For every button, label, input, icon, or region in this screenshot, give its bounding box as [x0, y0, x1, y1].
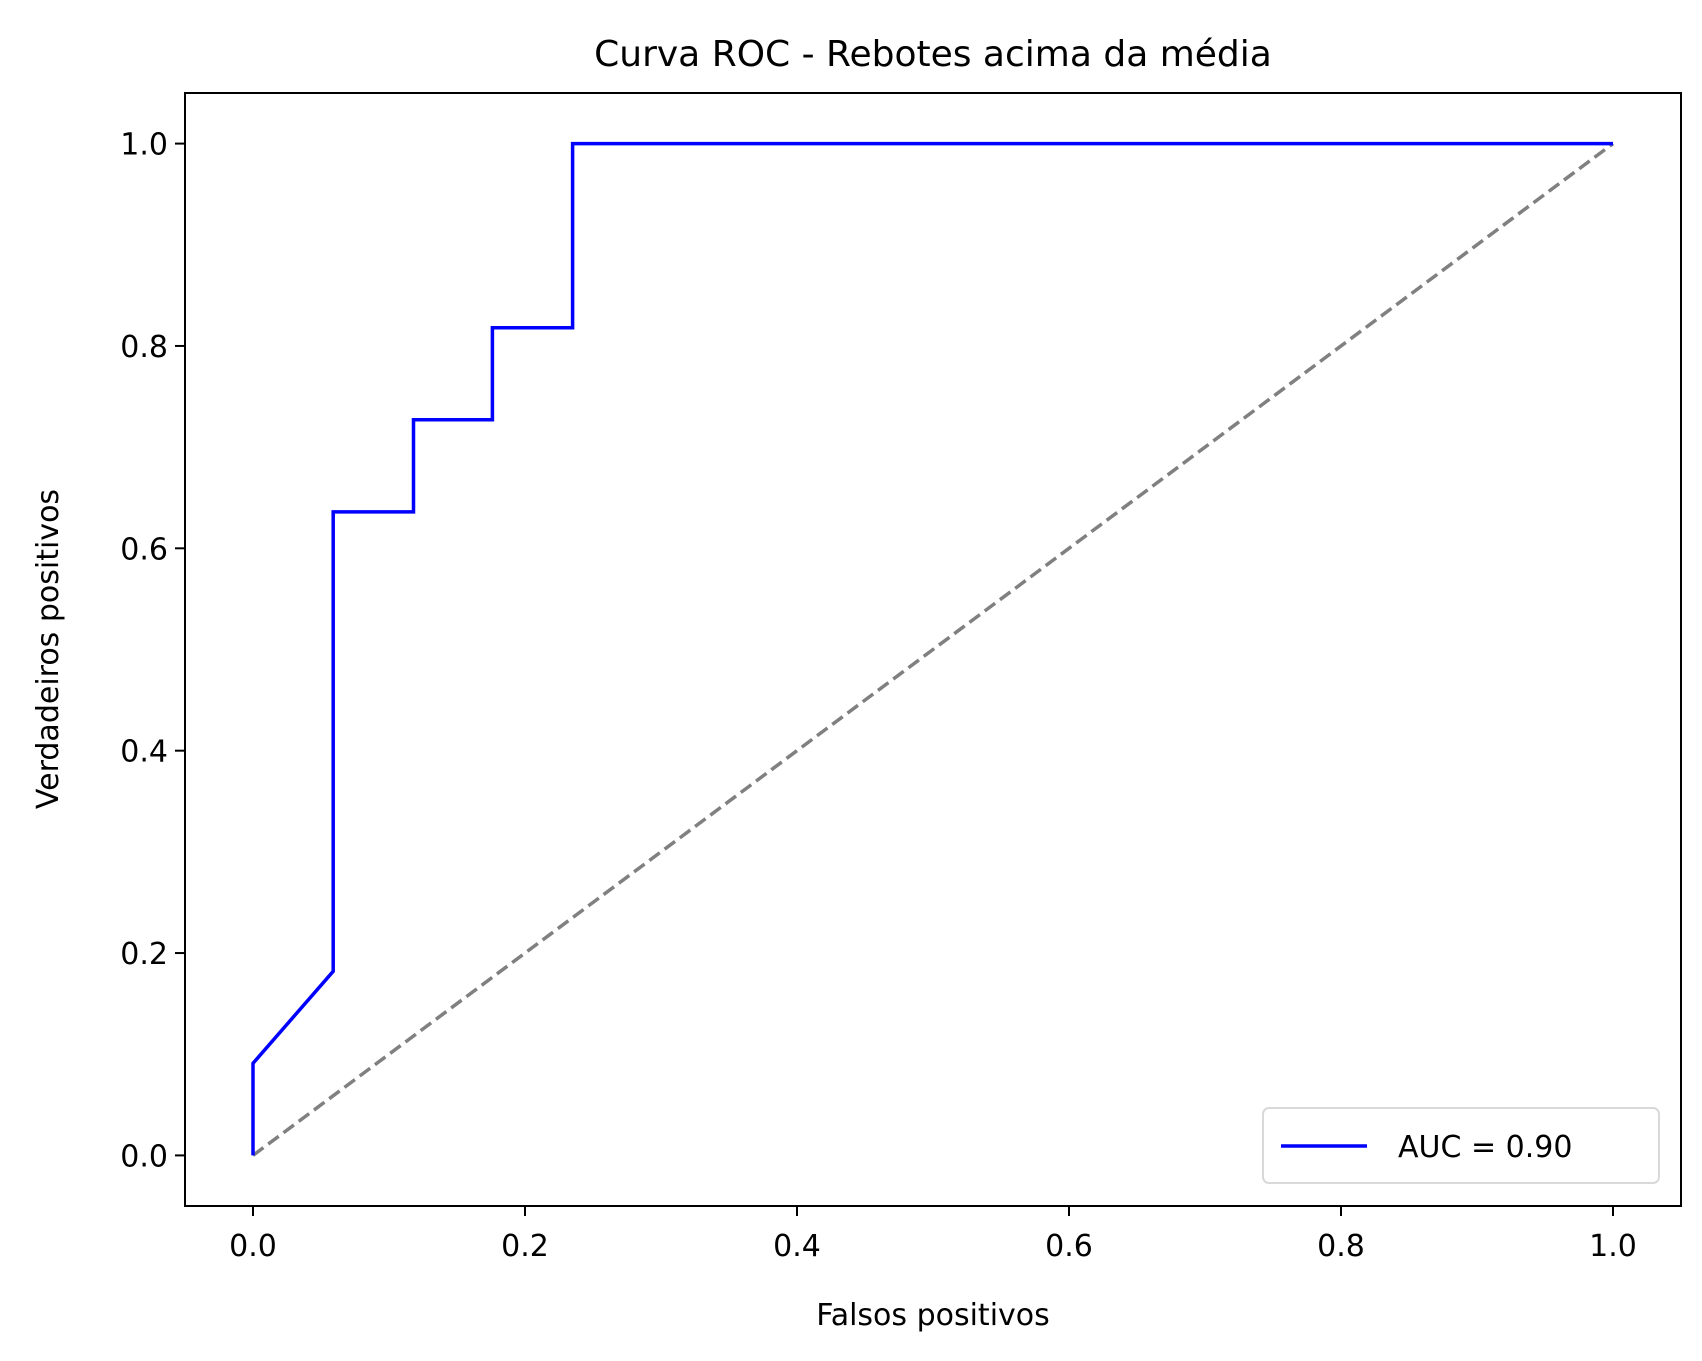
y-tick-label: 1.0: [120, 128, 168, 163]
x-axis-ticks: 0.0 0.2 0.4 0.6 0.8 1.0: [229, 1206, 1637, 1264]
legend-label: AUC = 0.90: [1398, 1130, 1572, 1165]
y-axis-ticks: 0.0 0.2 0.4 0.6 0.8 1.0: [120, 128, 185, 1174]
x-tick-label: 0.8: [1317, 1229, 1365, 1264]
plot-frame: [184, 92, 1682, 1207]
x-tick-label: 0.4: [773, 1229, 821, 1264]
y-axis-label: Verdadeiros positivos: [31, 489, 66, 809]
diagonal-reference-line: [251, 142, 1615, 1157]
legend-box: [1262, 1107, 1660, 1184]
y-tick-label: 0.0: [120, 1139, 168, 1174]
series-layer: [251, 141, 1615, 1157]
x-tick-label: 0.6: [1045, 1229, 1093, 1264]
x-axis-label: Falsos positivos: [816, 1298, 1050, 1333]
chart-title: Curva ROC - Rebotes acima da média: [594, 34, 1272, 75]
legend: AUC = 0.90: [1262, 1107, 1660, 1184]
x-tick-label: 0.2: [501, 1229, 549, 1264]
x-tick-label: 1.0: [1589, 1229, 1637, 1264]
y-tick-label: 0.4: [120, 735, 168, 770]
x-tick-label: 0.0: [229, 1229, 277, 1264]
y-tick-label: 0.2: [120, 937, 168, 972]
y-tick-label: 0.6: [120, 532, 168, 567]
roc-curve-line: [251, 141, 1613, 1156]
y-tick-label: 0.8: [120, 330, 168, 365]
